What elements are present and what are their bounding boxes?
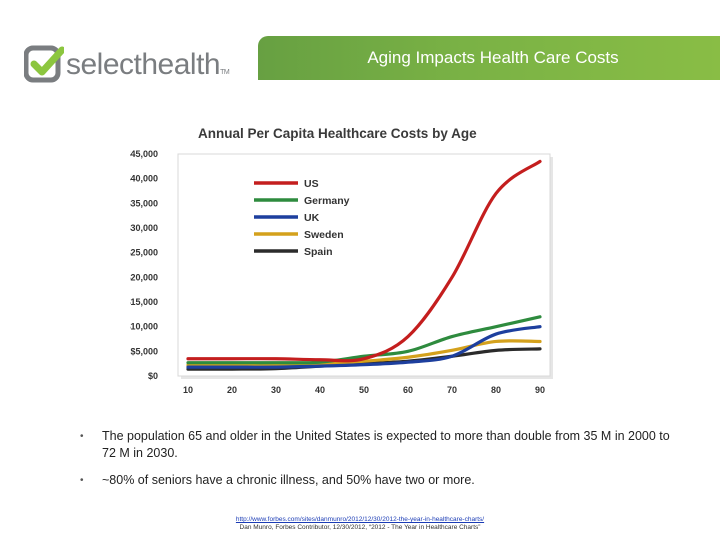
x-tick-label: 30 bbox=[271, 385, 281, 395]
healthcare-costs-line-chart: Annual Per Capita Healthcare Costs by Ag… bbox=[130, 126, 553, 395]
legend-label: US bbox=[304, 178, 319, 190]
bullet-marker: • bbox=[80, 431, 84, 442]
x-tick-label: 20 bbox=[227, 385, 237, 395]
slide-title-bar: Aging Impacts Health Care Costs bbox=[258, 36, 720, 80]
legend-label: Germany bbox=[304, 195, 350, 207]
legend-label: UK bbox=[304, 212, 320, 224]
source-link[interactable]: http://www.forbes.com/sites/danmunro/201… bbox=[235, 516, 485, 523]
y-tick-label: $25,000 bbox=[130, 248, 158, 258]
series-line-uk bbox=[186, 325, 542, 369]
logo-trademark: TM bbox=[220, 69, 230, 76]
y-tick-label: $5,000 bbox=[130, 346, 158, 356]
legend-label: Spain bbox=[304, 246, 333, 258]
series-line-us bbox=[186, 159, 542, 363]
x-tick-label: 40 bbox=[315, 385, 325, 395]
y-tick-label: $45,000 bbox=[130, 149, 158, 159]
y-tick-label: $10,000 bbox=[130, 322, 158, 332]
x-tick-label: 60 bbox=[403, 385, 413, 395]
y-tick-label: $40,000 bbox=[130, 174, 158, 184]
selecthealth-logo: selecthealthTM bbox=[24, 44, 254, 86]
y-tick-label: $20,000 bbox=[130, 272, 158, 282]
x-tick-label: 80 bbox=[491, 385, 501, 395]
bullet-text: The population 65 and older in the Unite… bbox=[102, 429, 670, 460]
y-tick-label: $15,000 bbox=[130, 297, 158, 307]
chart-title: Annual Per Capita Healthcare Costs by Ag… bbox=[198, 126, 477, 141]
y-tick-label: $30,000 bbox=[130, 223, 158, 233]
x-tick-label: 10 bbox=[183, 385, 193, 395]
x-tick-label: 50 bbox=[359, 385, 369, 395]
series-line-sweden bbox=[186, 339, 542, 367]
y-tick-label: $35,000 bbox=[130, 198, 158, 208]
y-tick-label: $0 bbox=[148, 371, 158, 381]
x-tick-label: 70 bbox=[447, 385, 457, 395]
source-citation: Dan Munro, Forbes Contributor, 12/30/201… bbox=[239, 524, 481, 531]
series-line-germany bbox=[186, 315, 542, 365]
bullet-item: • The population 65 and older in the Uni… bbox=[80, 428, 680, 462]
x-tick-label: 90 bbox=[535, 385, 545, 395]
checkmark-logo-icon bbox=[24, 45, 64, 83]
legend-label: Sweden bbox=[304, 229, 344, 241]
bullet-list: • The population 65 and older in the Uni… bbox=[80, 428, 680, 499]
logo-wordmark: selecthealthTM bbox=[66, 48, 230, 81]
bullet-text: ~80% of seniors have a chronic illness, … bbox=[102, 473, 475, 487]
bullet-marker: • bbox=[80, 475, 84, 486]
slide-title: Aging Impacts Health Care Costs bbox=[367, 48, 619, 67]
bullet-item: • ~80% of seniors have a chronic illness… bbox=[80, 472, 680, 489]
